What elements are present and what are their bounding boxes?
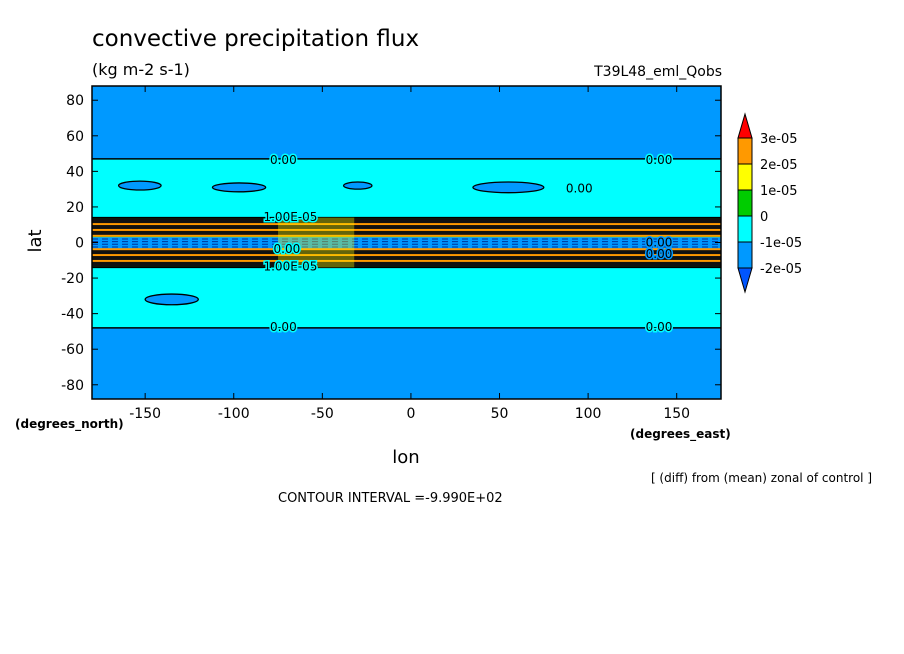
colorbar-swatch [737, 241, 753, 269]
contour-label: 0.00 [270, 320, 297, 334]
colorbar-label: -1e-05 [760, 236, 802, 251]
x-axis: -150 -100 -50 0 50 100 150 [129, 86, 690, 422]
contour-label: 1.00E-05 [263, 210, 317, 224]
contour-island [472, 181, 545, 194]
contour-band [92, 86, 721, 159]
contour-label: 0.00 [646, 320, 673, 334]
contour-line [92, 218, 721, 222]
contour-island [211, 182, 267, 193]
x-axis-units: (degrees_east) [630, 427, 731, 442]
y-tick-label: -40 [61, 307, 84, 323]
colorbar-label: 0 [760, 210, 768, 225]
contour-island [117, 180, 162, 191]
y-tick-label: 0 [75, 236, 84, 252]
contour-line [92, 226, 721, 229]
x-tick-label: 50 [491, 406, 509, 422]
colorbar-legend: 3e-05 2e-05 1e-05 0 -1e-05 -2e-05 [737, 112, 802, 294]
plot-area: 0.00 0.000.000.000.000.00 0.000.001.00E-05… [91, 85, 722, 400]
contour-line [92, 248, 721, 252]
y-tick-label: 40 [66, 164, 84, 180]
x-tick-label: 0 [406, 406, 415, 422]
contour-patch [278, 217, 355, 268]
diff-note: [ (diff) from (mean) zonal of control ] [651, 471, 872, 485]
colorbar-swatch [737, 189, 753, 217]
y-tick-label: -20 [61, 271, 84, 287]
contour-band [92, 158, 721, 218]
y-axis-label: lat [25, 229, 46, 252]
y-tick-label: -60 [61, 342, 84, 358]
contour-line [92, 259, 721, 263]
y-tick-label: 60 [66, 129, 84, 145]
contour-line [92, 232, 721, 235]
x-tick-label: -150 [129, 406, 161, 422]
contour-line [92, 224, 721, 228]
contour-line [92, 263, 721, 267]
y-tick-label: 80 [66, 93, 84, 109]
contour-line [92, 233, 721, 237]
contour-line [92, 220, 721, 224]
contour-island [144, 293, 199, 306]
contour-label: 0.00 [646, 247, 673, 261]
colorbar-swatch [737, 215, 753, 243]
colorbar-label: -2e-05 [760, 262, 802, 277]
contour-label: 0.00 [274, 242, 301, 256]
colorbar-label: 3e-05 [760, 132, 798, 147]
contour-line [92, 222, 721, 226]
y-tick-label: -80 [61, 378, 84, 394]
contour-interval: CONTOUR INTERVAL =-9.990E+02 [278, 491, 503, 506]
chart-units: (kg m-2 s-1) [92, 60, 190, 79]
y-tick-label: 20 [66, 200, 84, 216]
contour-label: 0.00 [646, 236, 673, 250]
y-axis: 80 60 40 20 0 -20 -40 -60 -80 [61, 93, 721, 394]
contour-line [92, 228, 721, 231]
contour-island [342, 181, 373, 190]
contour-line [92, 254, 721, 257]
x-axis-label: lon [392, 447, 419, 468]
colorbar-swatch [737, 137, 753, 165]
contour-line [92, 250, 721, 253]
colorbar-label: 2e-05 [760, 158, 798, 173]
colorbar-swatch [737, 112, 753, 139]
contour-label: 0.00 [270, 153, 297, 167]
x-tick-label: 150 [663, 406, 690, 422]
contour-label: 0.00 [646, 153, 673, 167]
contour-line [92, 252, 721, 255]
contour-line [92, 257, 721, 261]
colorbar-swatch [737, 267, 753, 294]
contour-line [92, 256, 721, 259]
x-tick-label: 100 [575, 406, 602, 422]
x-tick-label: -50 [311, 406, 334, 422]
contour-line [92, 230, 721, 233]
colorbar-swatch [737, 163, 753, 191]
contour-line [92, 261, 721, 265]
dataset-label: T39L48_eml_Qobs [593, 64, 722, 80]
contour-band [92, 327, 721, 399]
x-tick-label: -100 [218, 406, 250, 422]
chart-title: convective precipitation flux [92, 26, 419, 52]
colorbar-label: 1e-05 [760, 184, 798, 199]
y-axis-units: (degrees_north) [15, 417, 124, 432]
contour-label: 1.00E-05 [263, 260, 317, 274]
contour-label: 0.00 [566, 181, 593, 195]
plot-fill-layer: 0.00 0.000.000.000.000.00 0.000.001.00E-05… [92, 86, 721, 399]
